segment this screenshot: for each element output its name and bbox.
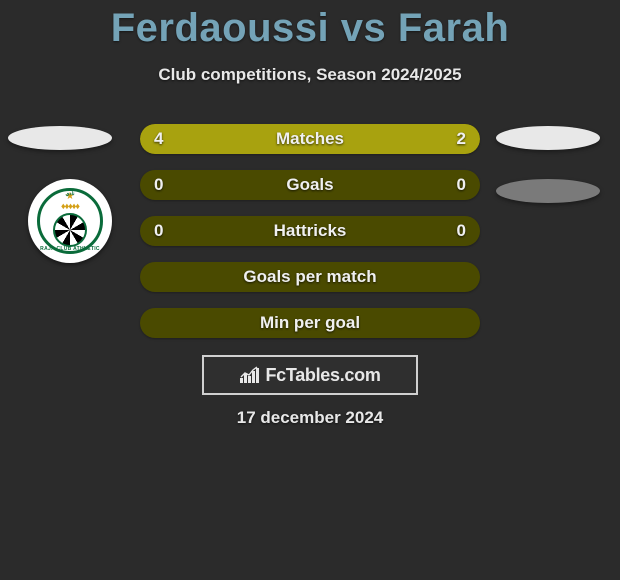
stat-value-right: 2 (420, 129, 480, 149)
stat-row: 4Matches2 (140, 124, 480, 154)
player-ellipse-left-1 (8, 126, 112, 150)
page-title: Ferdaoussi vs Farah (0, 0, 620, 51)
player-ellipse-right-2 (496, 179, 600, 203)
club-badge-ring (37, 188, 103, 254)
stat-value-right: 0 (420, 175, 480, 195)
stat-row: Goals per match (140, 262, 480, 292)
stat-row: 0Hattricks0 (140, 216, 480, 246)
stat-label: Goals (200, 175, 420, 195)
stat-label: Hattricks (200, 221, 420, 241)
subtitle: Club competitions, Season 2024/2025 (0, 65, 620, 85)
watermark: FcTables.com (202, 355, 418, 395)
stat-row: 0Goals0 (140, 170, 480, 200)
stat-label: Goals per match (200, 267, 420, 287)
stat-label: Matches (200, 129, 420, 149)
stat-rows: 4Matches20Goals00Hattricks0Goals per mat… (140, 124, 480, 354)
player-ellipse-right-1 (496, 126, 600, 150)
date-text: 17 december 2024 (0, 408, 620, 428)
club-badge-text-top: نادي (65, 191, 74, 197)
club-badge-inner: ★ ♦♦♦♦♦ نادي RAJA CLUB ATHLETIC (37, 188, 103, 254)
bars-icon (239, 366, 261, 384)
watermark-text: FcTables.com (265, 365, 380, 386)
club-badge-text-bottom: RAJA CLUB ATHLETIC (40, 246, 100, 252)
stat-value-left: 4 (140, 129, 200, 149)
stat-label: Min per goal (200, 313, 420, 333)
stat-value-right: 0 (420, 221, 480, 241)
stat-value-left: 0 (140, 221, 200, 241)
stat-row: Min per goal (140, 308, 480, 338)
stat-value-left: 0 (140, 175, 200, 195)
club-badge-left: ★ ♦♦♦♦♦ نادي RAJA CLUB ATHLETIC (28, 179, 112, 263)
